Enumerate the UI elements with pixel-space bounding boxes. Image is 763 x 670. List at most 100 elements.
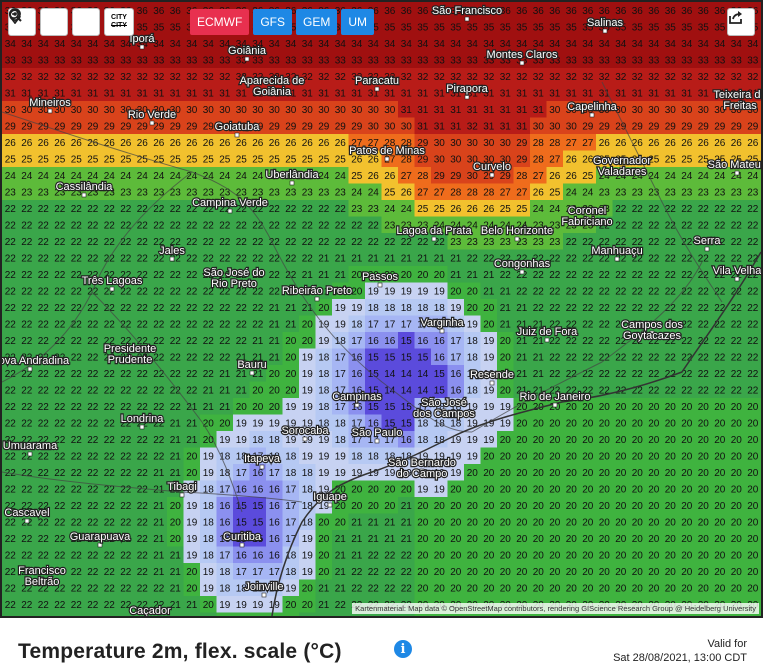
svg-text:22: 22	[615, 220, 627, 231]
svg-text:22: 22	[137, 534, 149, 545]
svg-text:20: 20	[615, 534, 627, 545]
svg-text:22: 22	[153, 369, 165, 380]
svg-text:19: 19	[302, 402, 314, 413]
svg-text:22: 22	[21, 550, 33, 561]
svg-text:34: 34	[698, 39, 710, 50]
svg-text:25: 25	[186, 154, 198, 165]
svg-text:26: 26	[71, 138, 83, 149]
svg-text:22: 22	[632, 220, 644, 231]
svg-text:21: 21	[467, 270, 479, 281]
svg-text:20: 20	[549, 435, 561, 446]
zoom-out-button[interactable]	[8, 8, 100, 36]
svg-text:31: 31	[170, 88, 182, 99]
model-um-button[interactable]: UM	[341, 9, 375, 35]
city-marker	[139, 424, 145, 430]
model-gfs-button[interactable]: GFS	[253, 9, 292, 35]
svg-text:22: 22	[302, 237, 314, 248]
svg-text:20: 20	[698, 418, 710, 429]
svg-text:30: 30	[698, 105, 710, 116]
svg-text:31: 31	[467, 105, 479, 116]
city-label: Paracatu	[355, 75, 399, 87]
city-marker	[234, 132, 240, 138]
model-ecmwf-button[interactable]: ECMWF	[190, 9, 250, 35]
svg-text:22: 22	[698, 319, 710, 330]
svg-text:22: 22	[582, 303, 594, 314]
city-marker	[47, 108, 53, 114]
svg-text:20: 20	[648, 402, 660, 413]
temperature-grid	[2, 2, 761, 616]
svg-text:22: 22	[71, 286, 83, 297]
svg-text:20: 20	[302, 583, 314, 594]
svg-text:31: 31	[582, 88, 594, 99]
city-toggle-button[interactable]: CITY CITY	[104, 8, 134, 36]
svg-text:22: 22	[747, 237, 759, 248]
map-canvas[interactable]: 36 36 36 36 36 36 36 36 36 36 36 36 36 36 36 36 36 36 36 36…	[2, 2, 761, 616]
svg-text:20: 20	[648, 468, 660, 479]
svg-text:29: 29	[450, 171, 462, 182]
svg-text:20: 20	[615, 451, 627, 462]
svg-text:22: 22	[104, 418, 116, 429]
svg-text:21: 21	[500, 303, 512, 314]
location-pin-button[interactable]	[9, 8, 68, 36]
svg-text:22: 22	[87, 484, 99, 495]
svg-text:28: 28	[533, 138, 545, 149]
svg-text:33: 33	[54, 55, 66, 66]
svg-text:22: 22	[120, 501, 132, 512]
city-marker	[514, 236, 520, 242]
share-button[interactable]	[727, 8, 755, 36]
temperature-map[interactable]: 36 36 36 36 36 36 36 36 36 36 36 36 36 36 36 36 36 36 36 36…	[0, 0, 763, 618]
svg-text:22: 22	[71, 369, 83, 380]
svg-text:26: 26	[318, 138, 330, 149]
svg-text:20: 20	[170, 534, 182, 545]
svg-text:22: 22	[599, 352, 611, 363]
svg-text:20: 20	[599, 402, 611, 413]
svg-text:22: 22	[87, 319, 99, 330]
svg-text:22: 22	[104, 550, 116, 561]
info-icon[interactable]: i	[394, 640, 412, 658]
svg-text:35: 35	[401, 22, 413, 33]
svg-text:22: 22	[533, 270, 545, 281]
svg-text:22: 22	[500, 270, 512, 281]
svg-text:22: 22	[665, 237, 677, 248]
svg-text:20: 20	[516, 517, 528, 528]
svg-text:20: 20	[417, 501, 429, 512]
svg-text:20: 20	[417, 567, 429, 578]
svg-text:33: 33	[351, 55, 363, 66]
footer: Temperature 2m, flex. scale (°C) i Valid…	[0, 618, 763, 670]
svg-text:21: 21	[318, 583, 330, 594]
svg-text:22: 22	[698, 369, 710, 380]
svg-text:20: 20	[632, 567, 644, 578]
svg-text:22: 22	[54, 303, 66, 314]
svg-text:34: 34	[582, 39, 594, 50]
svg-text:19: 19	[335, 319, 347, 330]
svg-text:22: 22	[54, 451, 66, 462]
svg-text:22: 22	[5, 583, 17, 594]
city-marker	[737, 100, 743, 106]
svg-text:22: 22	[681, 237, 693, 248]
model-gem-button[interactable]: GEM	[296, 9, 338, 35]
svg-text:35: 35	[450, 22, 462, 33]
svg-text:20: 20	[599, 484, 611, 495]
svg-text:22: 22	[335, 220, 347, 231]
svg-text:22: 22	[219, 336, 231, 347]
city-label: Campina Verde	[192, 197, 268, 209]
svg-text:20: 20	[384, 501, 396, 512]
svg-text:19: 19	[219, 435, 231, 446]
svg-text:16: 16	[351, 352, 363, 363]
svg-text:20: 20	[665, 550, 677, 561]
svg-text:20: 20	[450, 501, 462, 512]
svg-text:20: 20	[318, 534, 330, 545]
city-label: Pirapora	[446, 83, 488, 95]
svg-text:22: 22	[21, 402, 33, 413]
svg-text:22: 22	[71, 435, 83, 446]
svg-text:22: 22	[153, 220, 165, 231]
svg-text:20: 20	[467, 534, 479, 545]
svg-text:23: 23	[615, 187, 627, 198]
svg-text:16: 16	[269, 501, 281, 512]
svg-text:30: 30	[665, 105, 677, 116]
svg-text:20: 20	[566, 418, 578, 429]
svg-text:25: 25	[236, 154, 248, 165]
svg-text:22: 22	[5, 534, 17, 545]
svg-text:21: 21	[318, 270, 330, 281]
svg-text:30: 30	[648, 105, 660, 116]
